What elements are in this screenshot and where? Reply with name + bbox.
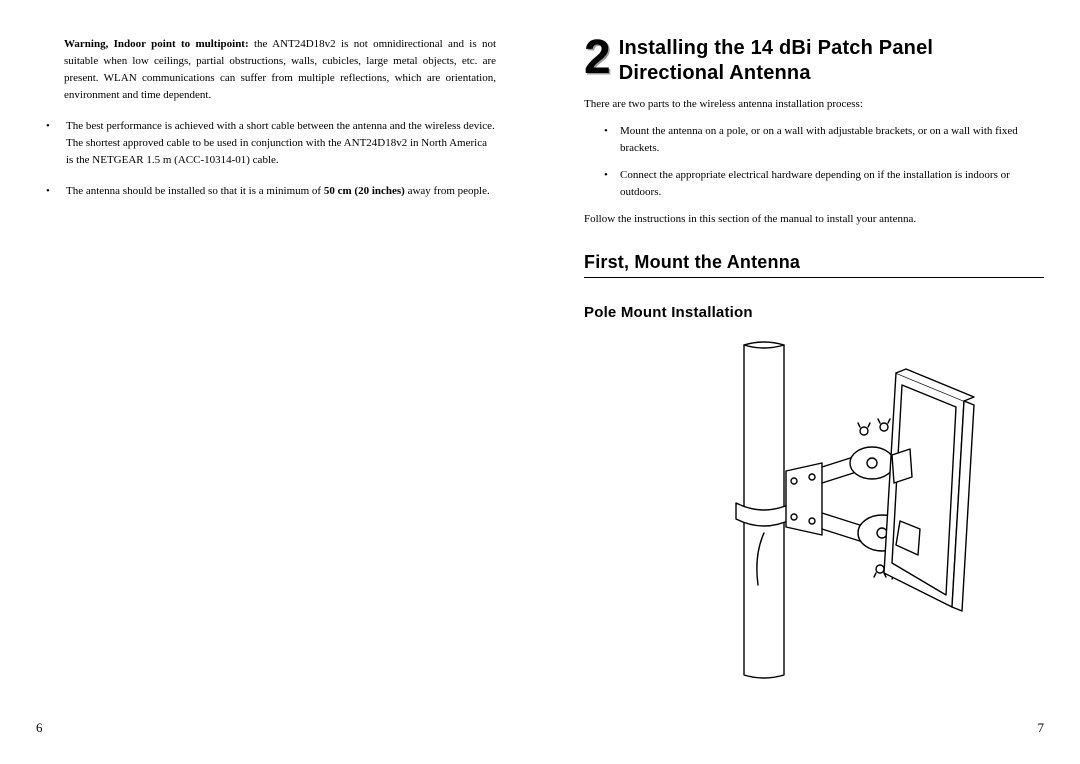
warning-label: Warning, Indoor point to multipoint: (64, 38, 249, 50)
right-bullet-list: Mount the antenna on a pole, or on a wal… (600, 123, 1044, 201)
pole-mount-illustration (634, 335, 994, 680)
list-item: Mount the antenna on a pole, or on a wal… (600, 123, 1044, 157)
page-number-right: 7 (1038, 720, 1045, 736)
bullet-bold: 50 cm (20 inches) (324, 185, 405, 197)
page-right: 2 Installing the 14 dBi Patch Panel Dire… (540, 0, 1080, 764)
chapter-number: 2 (584, 36, 609, 79)
section-heading-first-mount: First, Mount the Antenna (584, 252, 1044, 278)
pole-mount-figure (584, 335, 1044, 680)
intro-text: There are two parts to the wireless ante… (584, 96, 1044, 113)
chapter-heading: 2 Installing the 14 dBi Patch Panel Dire… (584, 36, 1044, 86)
list-item: Connect the appropriate electrical hardw… (600, 167, 1044, 201)
bullet-text: The best performance is achieved with a … (66, 120, 495, 166)
left-bullet-list: The best performance is achieved with a … (40, 118, 496, 200)
list-item: The antenna should be installed so that … (40, 183, 496, 200)
chapter-title-line1: Installing the 14 dBi Patch Panel (619, 37, 933, 59)
subsection-heading-pole-mount: Pole Mount Installation (584, 304, 1044, 321)
chapter-title: Installing the 14 dBi Patch Panel Direct… (619, 36, 933, 86)
page-number-left: 6 (36, 720, 43, 736)
page-left: Warning, Indoor point to multipoint: the… (0, 0, 540, 764)
warning-paragraph: Warning, Indoor point to multipoint: the… (64, 36, 496, 104)
chapter-title-line2: Directional Antenna (619, 62, 811, 84)
bullet-text: Mount the antenna on a pole, or on a wal… (620, 125, 1018, 154)
list-item: The best performance is achieved with a … (40, 118, 496, 169)
bullet-text: Connect the appropriate electrical hardw… (620, 169, 1010, 198)
bullet-post: away from people. (405, 185, 490, 197)
follow-text: Follow the instructions in this section … (584, 211, 1044, 228)
bullet-pre: The antenna should be installed so that … (66, 185, 324, 197)
